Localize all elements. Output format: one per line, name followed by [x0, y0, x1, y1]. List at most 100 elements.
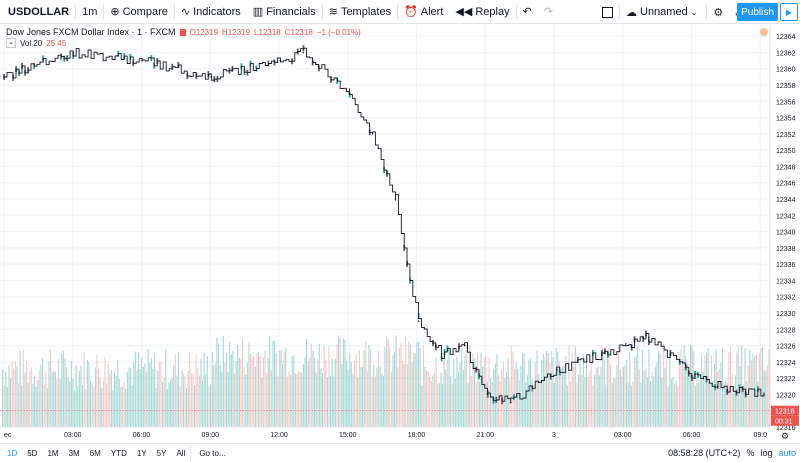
volume-legend: ⌄ Vol 20 25 45: [6, 38, 66, 48]
price-tick: 12342: [776, 213, 796, 220]
clock[interactable]: 08:58:28 (UTC+2): [668, 448, 741, 458]
financials-label: Financials: [266, 5, 316, 18]
undo-button[interactable]: ↶: [517, 0, 538, 24]
time-tick: 21:00: [476, 432, 494, 439]
axis-settings-icon[interactable]: ⚙: [781, 431, 789, 441]
log-toggle[interactable]: log: [760, 448, 773, 458]
price-point: [648, 336, 650, 339]
alarm-clock-icon: ⏰: [404, 6, 418, 18]
price-tick: 12334: [776, 278, 796, 285]
divider: [515, 3, 517, 20]
price-tick: 12324: [776, 360, 796, 367]
time-tick: 18:00: [408, 432, 426, 439]
auto-toggle[interactable]: auto: [778, 448, 796, 458]
range-all[interactable]: All: [176, 448, 186, 458]
range-6m[interactable]: 6M: [89, 448, 101, 458]
price-point: [486, 393, 489, 396]
templates-label: Templates: [340, 5, 392, 18]
range-1y[interactable]: 1Y: [136, 448, 147, 458]
price-axis[interactable]: 12364 12362 12360 12358 12356 12354 12352 12350…: [771, 34, 799, 432]
cloud-icon: ☁: [626, 6, 637, 19]
bar-chart-icon: ▥: [252, 6, 264, 18]
compare-label: Compare: [122, 5, 168, 18]
price-point: [440, 352, 443, 355]
legend-close: C12318: [284, 27, 313, 37]
range-5y[interactable]: 5Y: [156, 448, 167, 458]
redo-icon: ↷: [543, 6, 554, 18]
price-point: [394, 198, 397, 200]
publish-button[interactable]: Publish: [737, 3, 778, 21]
price-tick: 12326: [776, 344, 796, 351]
time-tick: ec: [4, 432, 12, 439]
redo-button[interactable]: ↷: [538, 0, 559, 24]
price-point: [406, 263, 408, 265]
indicators-button[interactable]: ∿ Indicators: [175, 0, 247, 24]
bottom-right: 08:58:28 (UTC+2) % log auto: [668, 444, 800, 462]
goto-button[interactable]: Go to...: [199, 448, 226, 458]
price-tick: 12336: [776, 262, 796, 269]
flag-icon: [179, 28, 186, 36]
price-tick: 12316: [776, 425, 796, 432]
price-point: [210, 76, 213, 78]
divider: [190, 445, 192, 461]
price-tick: 12360: [776, 67, 796, 74]
divider: [397, 3, 399, 20]
volume-value: 25 45: [46, 38, 67, 48]
replay-button[interactable]: ◀◀ Replay: [449, 0, 515, 24]
price-point: [72, 51, 74, 54]
price-tick: 12352: [776, 132, 796, 139]
templates-icon: ≋: [328, 6, 338, 18]
last-price-badge: [771, 405, 799, 416]
symbol-search[interactable]: USDOLLAR: [8, 5, 70, 18]
percent-toggle[interactable]: %: [746, 448, 755, 458]
interval-button[interactable]: 1m: [82, 5, 98, 18]
price-tick: 12332: [776, 295, 796, 302]
countdown-label: 00:31: [775, 419, 793, 426]
price-tick: 12362: [776, 50, 796, 57]
price-point: [371, 133, 374, 135]
time-axis[interactable]: ec 03:00 06:00 09:00 12:00 15:00 18:00 21:00 3 03…: [4, 432, 767, 439]
range-buttons: 1D 5D 1M 3M 6M YTD 1Y 5Y All: [0, 449, 190, 458]
price-point: [763, 393, 765, 396]
settings-button[interactable]: ⚙: [707, 0, 729, 24]
legend-title: Dow Jones FXCM Dollar Index · 1 · FXCM: [6, 27, 176, 37]
price-point: [694, 377, 696, 379]
collapse-icon[interactable]: ⌄: [6, 38, 16, 48]
legend-low: L12318: [254, 27, 281, 37]
legend-change: −1 (−0.01%): [316, 27, 361, 37]
alert-button[interactable]: ⏰ Alert: [398, 0, 449, 24]
price-tick: 12348: [776, 164, 796, 171]
financials-button[interactable]: ▥ Financials: [247, 0, 322, 24]
divider: [706, 4, 708, 20]
layout-menu[interactable]: ☁ Unnamed ⌄: [620, 0, 706, 24]
price-tick: 12330: [776, 311, 796, 318]
range-5d[interactable]: 5D: [27, 448, 38, 458]
range-1d[interactable]: 1D: [7, 448, 18, 458]
square-icon: [602, 6, 613, 18]
gear-icon: ⚙: [713, 6, 724, 19]
range-1m[interactable]: 1M: [47, 448, 59, 458]
price-tick: 12322: [776, 376, 796, 383]
divider: [619, 4, 620, 20]
price-tick: 12356: [776, 99, 796, 106]
price-chart[interactable]: 12364 12362 12360 12358 12356 12354 12352 12350…: [0, 25, 800, 443]
price-point: [417, 320, 420, 322]
range-ytd[interactable]: YTD: [110, 448, 127, 458]
price-tick: 12320: [776, 392, 796, 399]
price-point: [717, 385, 719, 388]
time-tick: 03:00: [614, 432, 632, 439]
fullscreen-toggle[interactable]: [596, 0, 619, 24]
undo-icon: ↶: [522, 6, 532, 18]
price-point: [279, 59, 282, 62]
time-tick: 09:00: [201, 432, 219, 439]
chevron-down-icon: ⌄: [690, 7, 698, 17]
compare-button[interactable]: ⊕ Compare: [104, 0, 173, 24]
time-tick: 15:00: [339, 432, 357, 439]
range-3m[interactable]: 3M: [68, 448, 80, 458]
replay-label: Replay: [475, 5, 510, 18]
play-button[interactable]: ▶: [780, 3, 798, 21]
templates-button[interactable]: ≋ Templates: [323, 0, 397, 24]
price-point: [625, 344, 627, 347]
grid: [0, 25, 770, 428]
status-dot-icon: [760, 28, 768, 36]
